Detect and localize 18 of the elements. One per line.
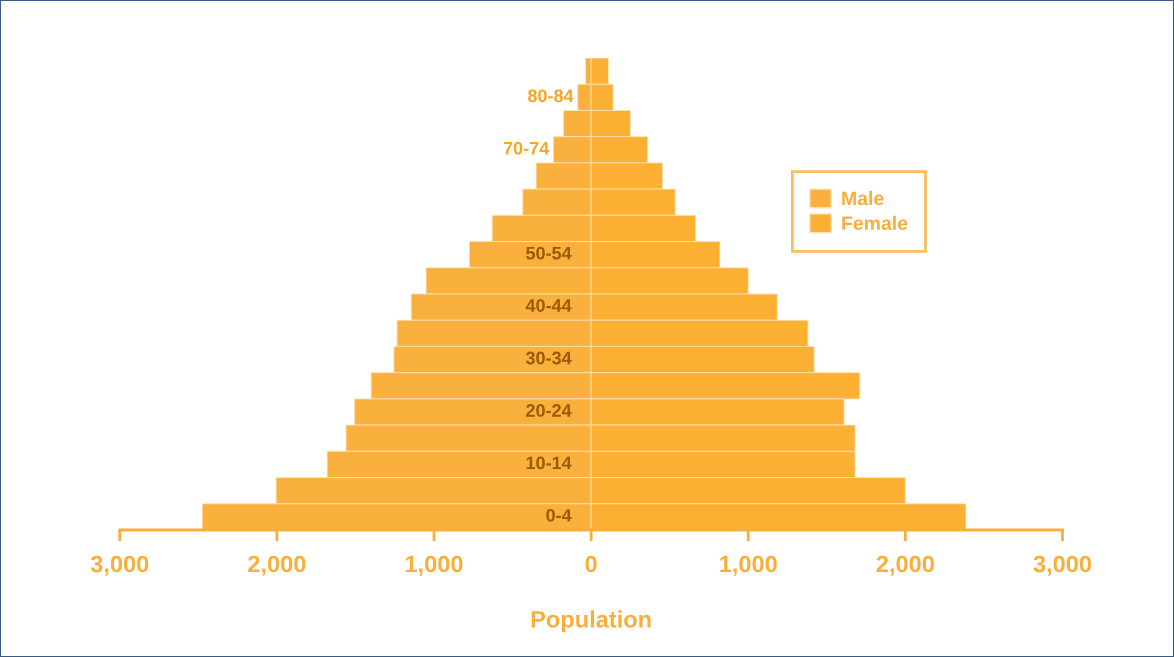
y-tick-label: 50-54 xyxy=(526,246,572,260)
x-tick-label: 1,000 xyxy=(720,555,777,576)
x-tick-label: 0 xyxy=(585,555,597,573)
x-tick-label: 2,000 xyxy=(248,555,306,576)
legend-label: Male xyxy=(842,190,884,206)
y-tick-label: 0-4 xyxy=(546,508,572,522)
y-tick-label: 70-74 xyxy=(503,141,550,155)
legend-label: Female xyxy=(842,215,908,231)
x-axis-title: Population xyxy=(531,610,651,633)
x-tick-label: 1,000 xyxy=(405,555,463,576)
y-tick-label: 20-24 xyxy=(526,404,572,417)
y-tick-label: 80-84 xyxy=(527,89,574,103)
x-tick-label: 3,000 xyxy=(1033,555,1092,576)
y-tick-label: 40-44 xyxy=(525,299,572,312)
x-tick-label: 2,000 xyxy=(876,555,934,576)
x-tick-label: 3,000 xyxy=(90,555,149,576)
y-tick-label: 10-14 xyxy=(526,456,572,470)
y-tick-label: 30-34 xyxy=(525,351,572,365)
